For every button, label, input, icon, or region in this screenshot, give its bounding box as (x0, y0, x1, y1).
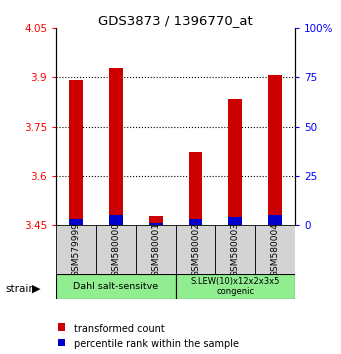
Bar (56, 274, 176, 299)
Bar (69, 219, 83, 225)
Bar (268, 215, 282, 225)
Bar (96, 225, 136, 274)
Bar (109, 215, 123, 225)
Bar (255, 225, 295, 274)
Text: GSM580003: GSM580003 (231, 222, 240, 277)
Bar (58, 339, 65, 346)
Bar (136, 225, 176, 274)
Bar (58, 324, 65, 331)
Bar (189, 219, 203, 225)
Bar (268, 75, 282, 225)
Text: strain: strain (5, 284, 35, 293)
Text: transformed count: transformed count (74, 324, 165, 333)
Bar (189, 152, 203, 225)
Bar (109, 68, 123, 225)
Bar (149, 223, 163, 225)
Text: GSM580001: GSM580001 (151, 222, 160, 277)
Title: GDS3873 / 1396770_at: GDS3873 / 1396770_at (98, 14, 253, 27)
Text: percentile rank within the sample: percentile rank within the sample (74, 339, 239, 349)
Text: GSM579999: GSM579999 (72, 222, 81, 277)
Bar (56, 225, 96, 274)
Text: ▶: ▶ (32, 284, 41, 293)
Bar (176, 274, 295, 299)
Text: GSM580004: GSM580004 (270, 222, 280, 277)
Bar (228, 99, 242, 225)
Bar (176, 225, 216, 274)
Bar (149, 216, 163, 225)
Bar (228, 217, 242, 225)
Text: GSM580002: GSM580002 (191, 222, 200, 277)
Bar (69, 80, 83, 225)
Text: GSM580000: GSM580000 (112, 222, 120, 277)
Text: Dahl salt-sensitve: Dahl salt-sensitve (73, 282, 159, 291)
Bar (216, 225, 255, 274)
Text: S.LEW(10)x12x2x3x5
congenic: S.LEW(10)x12x2x3x5 congenic (191, 277, 280, 296)
